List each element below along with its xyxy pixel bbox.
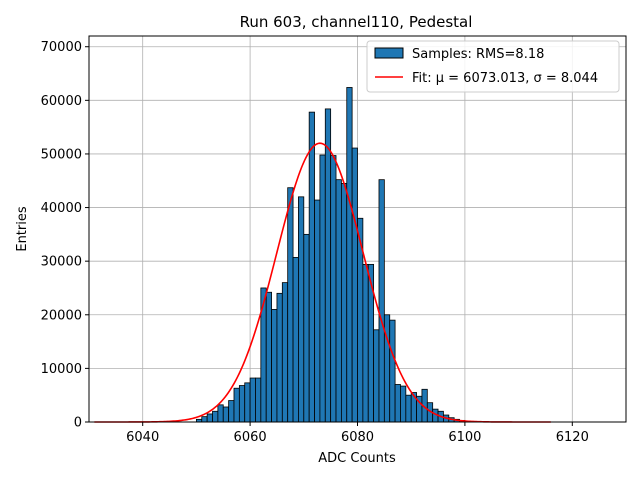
histogram-bar (206, 413, 213, 423)
histogram-bar (292, 257, 299, 423)
x-tick-label: 6060 (234, 430, 267, 445)
histogram-bar (238, 385, 246, 423)
y-tick-label: 50000 (41, 147, 82, 162)
histogram-bar (362, 263, 369, 423)
x-tick-label: 6120 (556, 430, 589, 445)
histogram-bar (378, 179, 385, 423)
y-tick-label: 20000 (41, 308, 82, 323)
histogram-bar (222, 406, 230, 423)
histogram-bar (265, 291, 272, 423)
x-tick-label: 6040 (126, 430, 159, 445)
histogram-bars (195, 87, 466, 423)
legend-box (366, 40, 620, 93)
histogram-bar (303, 233, 310, 423)
histogram-bar (394, 384, 401, 423)
histogram-bar (335, 179, 342, 423)
histogram-bar (271, 309, 278, 423)
histogram-bar (373, 329, 380, 423)
histogram-bar (346, 87, 353, 423)
histogram-bar (281, 282, 289, 423)
histogram-bar (287, 187, 294, 423)
histogram-bar (244, 382, 251, 423)
legend: Samples: RMS=8.18 Fit: μ = 6073.013, σ =… (366, 40, 620, 93)
x-tick-label: 6100 (448, 430, 481, 445)
chart-title: Run 603, channel110, Pedestal (240, 13, 473, 31)
histogram-bar (324, 108, 332, 423)
histogram-bar (330, 155, 337, 423)
histogram-bar (233, 387, 240, 423)
legend-hist-label: Samples: RMS=8.18 (412, 47, 544, 62)
y-tick-label: 70000 (41, 40, 82, 55)
legend-hist-swatch (374, 47, 404, 59)
y-tick-label: 60000 (41, 94, 82, 109)
histogram-bar (298, 196, 305, 423)
histogram-bar (212, 410, 219, 423)
y-tick-label: 0 (74, 416, 82, 431)
x-tick-label: 6080 (341, 430, 374, 445)
histogram-bar (276, 292, 283, 423)
y-axis-label: Entries (15, 206, 30, 252)
histogram-bar (217, 404, 224, 423)
histogram-bar (201, 416, 208, 423)
y-tick-label: 40000 (41, 201, 82, 216)
histogram-bar (405, 394, 412, 423)
axis-ticks: 6040 6060 6080 6100 6120 0 10000 20000 30000 4000… (41, 40, 589, 445)
histogram-bar (340, 183, 348, 423)
histogram-bar (314, 199, 321, 423)
histogram-bar (389, 319, 396, 423)
legend-fit-label: Fit: μ = 6073.013, σ = 8.044 (412, 71, 598, 86)
histogram-bar (249, 377, 256, 423)
y-tick-label: 30000 (41, 255, 82, 270)
x-axis-label: ADC Counts (318, 451, 396, 466)
histogram-bar (351, 147, 358, 423)
y-tick-label: 10000 (41, 362, 82, 377)
histogram-bar (400, 385, 407, 423)
histogram-bar (255, 377, 262, 423)
histogram-bar (308, 111, 315, 423)
histogram-bar (228, 400, 235, 423)
histogram-bar (319, 154, 326, 423)
